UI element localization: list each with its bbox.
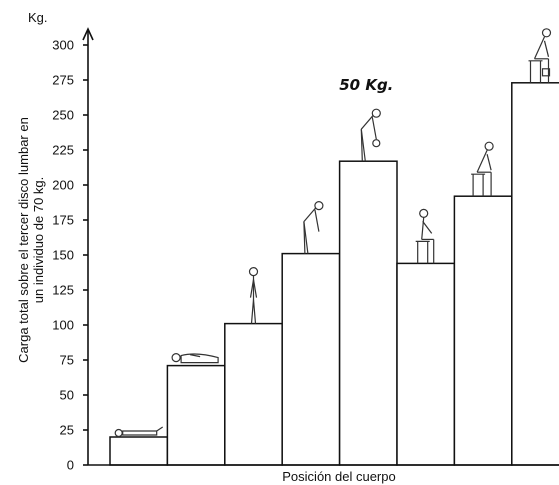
y-axis-arrow — [82, 27, 94, 41]
y-axis-label-line2: un individuo de 70 kg. — [31, 177, 46, 303]
figure-sitting-bent-forward-icon — [471, 141, 494, 197]
y-axis-unit: Kg. — [28, 10, 48, 25]
bar-standing-bent-lifting-weight — [338, 160, 398, 466]
y-tick-label: 150 — [52, 248, 74, 263]
figure-standing-bent-lifting-weight-icon — [360, 108, 381, 162]
figure-standing-icon — [248, 267, 259, 324]
x-axis-label: Posición del cuerpo — [282, 469, 395, 484]
y-tick-label: 275 — [52, 73, 74, 88]
bar-sitting-bent-forward — [453, 195, 513, 466]
figure-sitting-bent-lifting-weight-icon — [528, 28, 552, 83]
y-tick-label: 0 — [67, 458, 74, 473]
figure-standing-bent-forward-icon — [303, 201, 324, 254]
y-tick-label: 75 — [60, 353, 74, 368]
weight-annotation: 50 Kg. — [339, 76, 393, 94]
bar-sitting-upright — [396, 262, 456, 466]
y-tick-label: 300 — [52, 38, 74, 53]
y-tick-label: 250 — [52, 108, 74, 123]
y-tick-label: 125 — [52, 283, 74, 298]
y-tick-label: 25 — [60, 423, 74, 438]
y-tick-label: 200 — [52, 178, 74, 193]
y-tick-label: 50 — [60, 388, 74, 403]
figure-lying-supine-icon — [114, 426, 164, 438]
posture-figures — [114, 28, 552, 438]
bar-lying-side — [166, 364, 226, 466]
y-tick-label: 100 — [52, 318, 74, 333]
bar-standing — [224, 322, 283, 466]
y-tick-label: 175 — [52, 213, 74, 228]
figure-lying-side-icon — [171, 353, 219, 364]
figure-sitting-upright-icon — [415, 208, 435, 264]
y-tick-label: 225 — [52, 143, 74, 158]
y-axis-ticks: 0 25 50 75 100 125 150 175 200 225 250 275 300 — [52, 38, 88, 473]
bar-standing-bent-forward — [281, 252, 341, 466]
bars — [109, 82, 559, 466]
bar-sitting-bent-lifting-weight — [511, 82, 559, 466]
y-axis-label-line1: Carga total sobre el tercer disco lumbar… — [16, 117, 31, 363]
bar-lying-supine — [109, 436, 169, 466]
